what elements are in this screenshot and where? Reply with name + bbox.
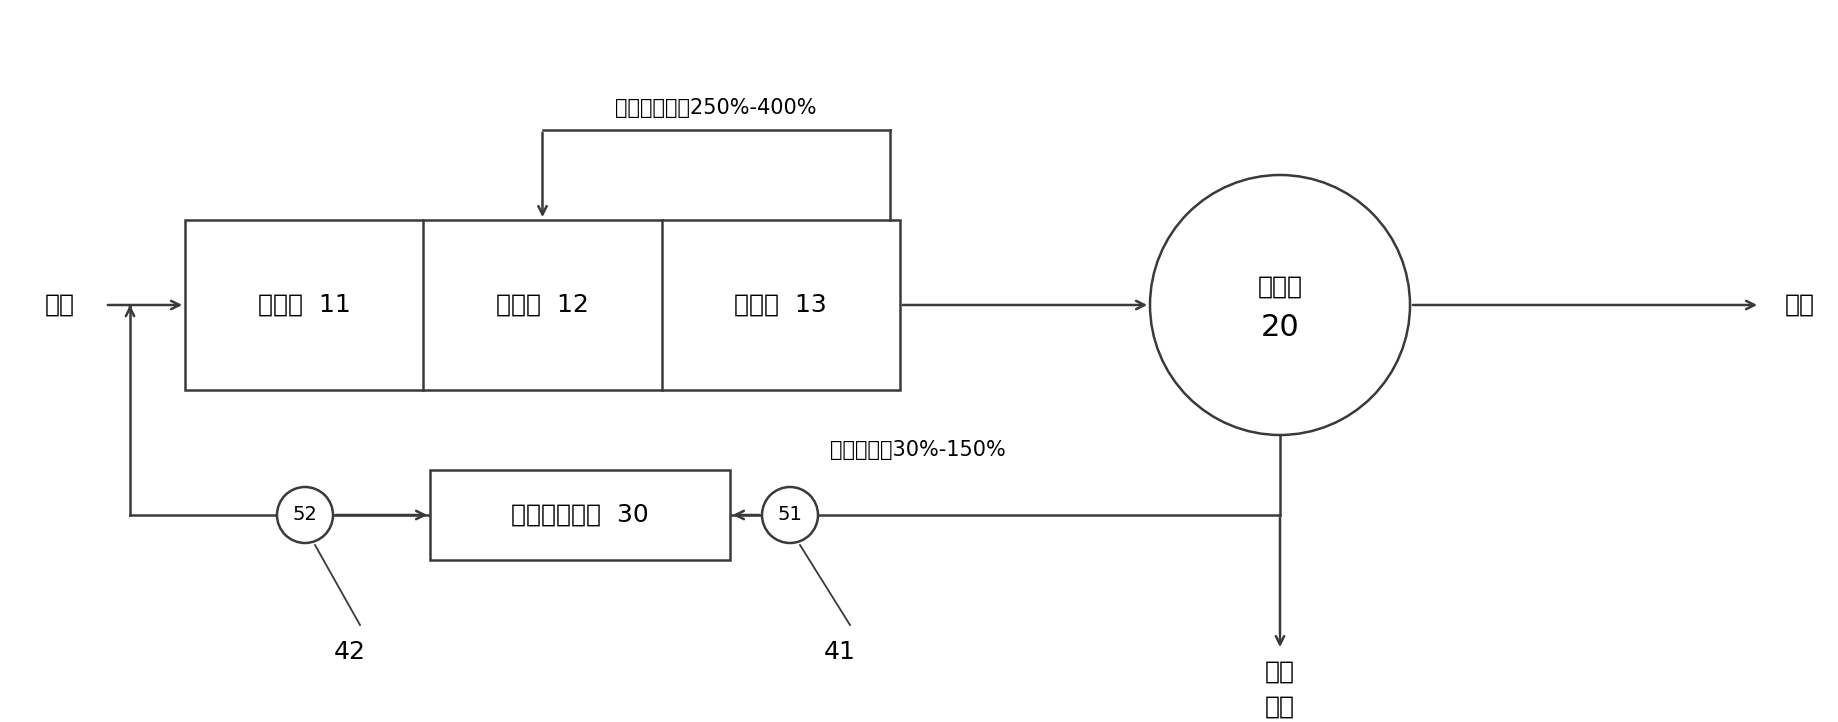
- Text: 42: 42: [335, 640, 366, 664]
- Text: 二沉池: 二沉池: [1257, 275, 1303, 299]
- Circle shape: [1151, 175, 1410, 435]
- Text: 进水: 进水: [44, 293, 75, 317]
- Text: 51: 51: [777, 505, 803, 524]
- Text: 剩余: 剩余: [1265, 660, 1296, 684]
- Text: 52: 52: [292, 505, 318, 524]
- Text: 内源反硝化池  30: 内源反硝化池 30: [511, 503, 649, 527]
- Text: 污泥: 污泥: [1265, 695, 1296, 719]
- Text: 41: 41: [823, 640, 857, 664]
- Text: 混合液回流比250%-400%: 混合液回流比250%-400%: [616, 98, 818, 118]
- Text: 厌氧池  11: 厌氧池 11: [257, 293, 351, 317]
- Bar: [430, 470, 730, 560]
- Text: 缺氧池  12: 缺氧池 12: [496, 293, 588, 317]
- Text: 好氧池  13: 好氧池 13: [735, 293, 827, 317]
- Bar: [186, 220, 901, 390]
- Circle shape: [763, 487, 818, 543]
- Text: 污泥回流比30%-150%: 污泥回流比30%-150%: [831, 440, 1005, 460]
- Text: 出水: 出水: [1785, 293, 1814, 317]
- Circle shape: [278, 487, 333, 543]
- Text: 20: 20: [1261, 313, 1299, 342]
